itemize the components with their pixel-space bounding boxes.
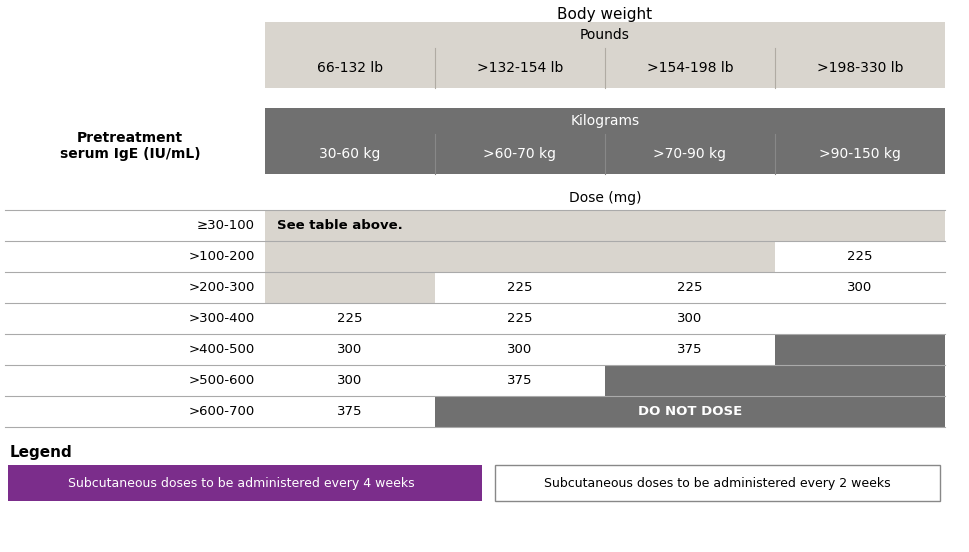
Text: 375: 375 [676,343,702,356]
Text: 225: 225 [337,312,362,325]
Text: >400-500: >400-500 [189,343,255,356]
Text: Subcutaneous doses to be administered every 2 weeks: Subcutaneous doses to be administered ev… [544,476,890,490]
Bar [265,272,434,303]
Text: 300: 300 [337,374,362,387]
Bar [434,396,605,427]
Bar [605,210,774,241]
Text: >198-330 lb: >198-330 lb [816,61,902,75]
Bar [265,241,434,272]
Text: >200-300: >200-300 [188,281,255,294]
Bar [605,396,774,427]
Text: >500-600: >500-600 [189,374,255,387]
Text: See table above.: See table above. [277,219,402,232]
Text: Pretreatment
serum IgE (IU/mL): Pretreatment serum IgE (IU/mL) [60,131,201,161]
Bar [605,365,774,396]
Bar [774,134,944,174]
Text: 300: 300 [847,281,872,294]
Text: 300: 300 [676,312,702,325]
Text: Dose (mg): Dose (mg) [568,191,641,205]
Text: >132-154 lb: >132-154 lb [477,61,563,75]
Text: >600-700: >600-700 [189,405,255,418]
Bar [605,241,774,272]
Bar [265,108,944,134]
Text: >70-90 kg: >70-90 kg [653,147,726,161]
Text: >154-198 lb: >154-198 lb [646,61,733,75]
Text: 225: 225 [846,250,872,263]
Text: >60-70 kg: >60-70 kg [483,147,556,161]
Bar [265,48,434,88]
Text: >300-400: >300-400 [189,312,255,325]
Text: Pounds: Pounds [579,28,629,42]
Bar [8,465,482,501]
Text: DO NOT DOSE: DO NOT DOSE [638,405,741,418]
Text: Legend: Legend [10,445,73,460]
Bar [605,134,774,174]
Text: Subcutaneous doses to be administered every 4 weeks: Subcutaneous doses to be administered ev… [68,476,414,490]
Text: 225: 225 [676,281,702,294]
Text: Kilograms: Kilograms [570,114,639,128]
Bar [265,134,434,174]
Text: 375: 375 [507,374,532,387]
Bar [494,465,939,501]
Bar [434,48,605,88]
Bar [774,396,944,427]
Bar [774,334,944,365]
Text: >100-200: >100-200 [188,250,255,263]
Text: 375: 375 [337,405,362,418]
Text: Body weight: Body weight [557,7,652,22]
Text: ≥30-100: ≥30-100 [197,219,255,232]
Bar [774,210,944,241]
Bar [434,241,605,272]
Bar [774,365,944,396]
Text: >90-150 kg: >90-150 kg [818,147,900,161]
Text: 300: 300 [507,343,532,356]
Text: 30-60 kg: 30-60 kg [319,147,380,161]
Bar [434,134,605,174]
Bar [774,48,944,88]
Bar [265,22,944,48]
Text: 300: 300 [337,343,362,356]
Text: 225: 225 [507,312,532,325]
Bar [265,210,434,241]
Bar [605,48,774,88]
Text: 225: 225 [507,281,532,294]
Bar [434,210,605,241]
Text: 66-132 lb: 66-132 lb [317,61,383,75]
